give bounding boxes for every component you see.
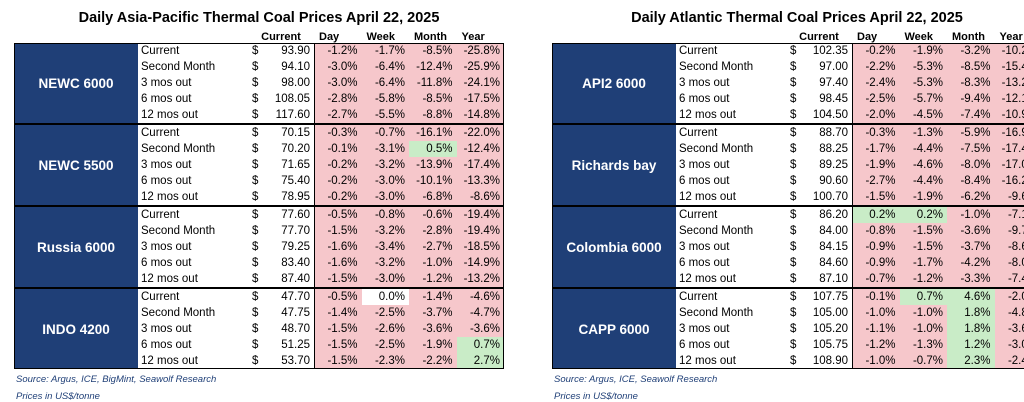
source-note: Source: Argus, ICE, Seawolf Research bbox=[554, 374, 717, 385]
price-column-divider bbox=[852, 43, 853, 369]
table-border bbox=[14, 43, 504, 369]
column-header-day: Day bbox=[319, 31, 367, 43]
column-header-day: Day bbox=[857, 31, 905, 43]
atlantic-panel: Daily Atlantic Thermal Coal Prices April… bbox=[552, 0, 1024, 401]
units-note: Prices in US$/tonne bbox=[16, 391, 100, 402]
asia-pacific-panel: Daily Asia-Pacific Thermal Coal Prices A… bbox=[14, 0, 504, 401]
panel-title: Daily Asia-Pacific Thermal Coal Prices A… bbox=[14, 10, 504, 28]
column-header-current: Current bbox=[248, 31, 314, 43]
table-border bbox=[552, 43, 1024, 369]
column-header-current: Current bbox=[786, 31, 852, 43]
column-header-year: Year bbox=[462, 31, 510, 43]
units-note: Prices in US$/tonne bbox=[554, 391, 638, 402]
column-header-month: Month bbox=[414, 31, 462, 43]
column-header-month: Month bbox=[952, 31, 1000, 43]
price-column-divider bbox=[314, 43, 315, 369]
column-header-year: Year bbox=[1000, 31, 1024, 43]
source-note: Source: Argus, ICE, BigMint, Seawolf Res… bbox=[16, 374, 216, 385]
panel-title: Daily Atlantic Thermal Coal Prices April… bbox=[552, 10, 1024, 28]
column-header-week: Week bbox=[367, 31, 415, 43]
column-header-week: Week bbox=[905, 31, 953, 43]
